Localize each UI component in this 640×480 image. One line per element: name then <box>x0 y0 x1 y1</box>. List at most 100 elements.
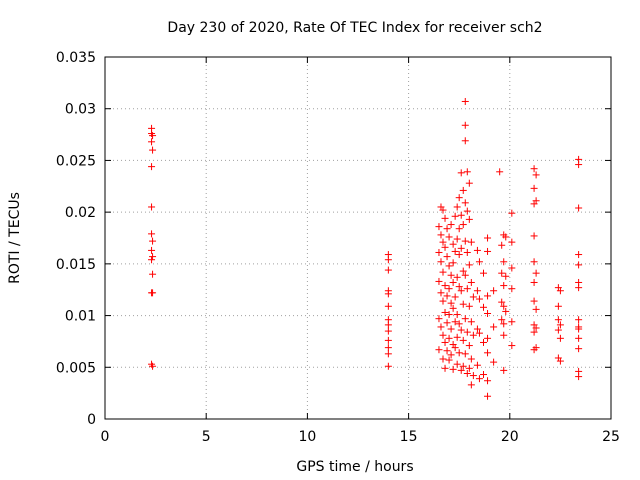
data-point <box>530 258 538 266</box>
data-point <box>447 325 455 333</box>
data-point <box>148 138 156 146</box>
data-point <box>453 235 461 243</box>
data-point <box>455 320 463 328</box>
data-point <box>461 271 469 279</box>
data-point <box>554 302 562 310</box>
grid <box>105 57 611 419</box>
data-point <box>384 302 392 310</box>
data-point <box>465 215 473 223</box>
data-point <box>463 248 471 256</box>
data-point <box>148 203 156 211</box>
data-point <box>447 351 455 359</box>
data-point <box>473 361 481 369</box>
data-point <box>461 97 469 105</box>
data-point <box>384 266 392 274</box>
data-point <box>484 234 492 242</box>
data-point <box>467 381 475 389</box>
data-point <box>479 269 487 277</box>
data-point <box>463 285 471 293</box>
data-point <box>449 240 457 248</box>
data-point <box>441 282 449 290</box>
data-point <box>484 377 492 385</box>
data-point <box>554 316 562 324</box>
y-tick-label: 0.03 <box>65 102 96 118</box>
data-point <box>149 146 157 154</box>
data-point <box>532 269 540 277</box>
data-point <box>465 364 473 372</box>
data-point <box>148 256 156 264</box>
data-point <box>490 358 498 366</box>
data-point <box>455 349 463 357</box>
data-point <box>498 241 506 249</box>
data-point <box>441 308 449 316</box>
data-point <box>508 238 516 246</box>
data-point <box>439 206 447 214</box>
data-point <box>502 233 510 241</box>
data-point <box>384 344 392 352</box>
data-point <box>148 246 156 254</box>
data-point <box>469 372 477 380</box>
data-point <box>447 299 455 307</box>
data-point <box>149 237 157 245</box>
data-point <box>556 321 564 329</box>
data-point <box>451 212 459 220</box>
data-point <box>500 366 508 374</box>
data-point <box>479 303 487 311</box>
data-point <box>445 285 453 293</box>
data-point <box>453 333 461 341</box>
data-point <box>441 243 449 251</box>
y-tick-label: 0.01 <box>65 309 96 325</box>
data-point <box>439 297 447 305</box>
data-point <box>484 349 492 357</box>
data-point <box>455 283 463 291</box>
data-point <box>459 186 467 194</box>
data-point <box>556 287 564 295</box>
data-point <box>435 248 443 256</box>
data-point <box>384 350 392 358</box>
data-point <box>447 221 455 229</box>
data-point <box>435 277 443 285</box>
data-point <box>465 302 473 310</box>
data-point <box>461 137 469 145</box>
data-point <box>532 324 540 332</box>
data-point <box>384 336 392 344</box>
data-point <box>500 331 508 339</box>
data-point <box>441 214 449 222</box>
data-point <box>508 209 516 217</box>
data-point <box>498 269 506 277</box>
data-point <box>473 246 481 254</box>
data-point <box>575 204 583 212</box>
y-axis-title: ROTI / TECUs <box>7 192 23 284</box>
data-point <box>148 230 156 238</box>
data-point <box>455 251 463 259</box>
data-point <box>451 293 459 301</box>
data-point <box>502 272 510 280</box>
data-point <box>449 365 457 373</box>
data-point <box>556 334 564 342</box>
data-point <box>457 366 465 374</box>
data-point <box>530 165 538 173</box>
data-point <box>508 318 516 326</box>
data-point <box>457 326 465 334</box>
data-point <box>475 329 483 337</box>
data-point <box>457 244 465 252</box>
data-point <box>445 233 453 241</box>
x-tick-label: 0 <box>101 429 110 445</box>
data-point <box>575 261 583 269</box>
data-point <box>532 305 540 313</box>
data-point <box>437 289 445 297</box>
data-point <box>530 184 538 192</box>
data-point <box>484 310 492 318</box>
data-point <box>496 168 504 176</box>
data-point <box>484 247 492 255</box>
data-point <box>453 203 461 211</box>
data-point <box>554 326 562 334</box>
data-point <box>459 267 467 275</box>
data-point <box>467 278 475 286</box>
data-point <box>461 121 469 129</box>
data-point <box>463 168 471 176</box>
data-point <box>384 321 392 329</box>
data-point <box>575 325 583 333</box>
data-point <box>459 221 467 229</box>
data-point <box>473 325 481 333</box>
